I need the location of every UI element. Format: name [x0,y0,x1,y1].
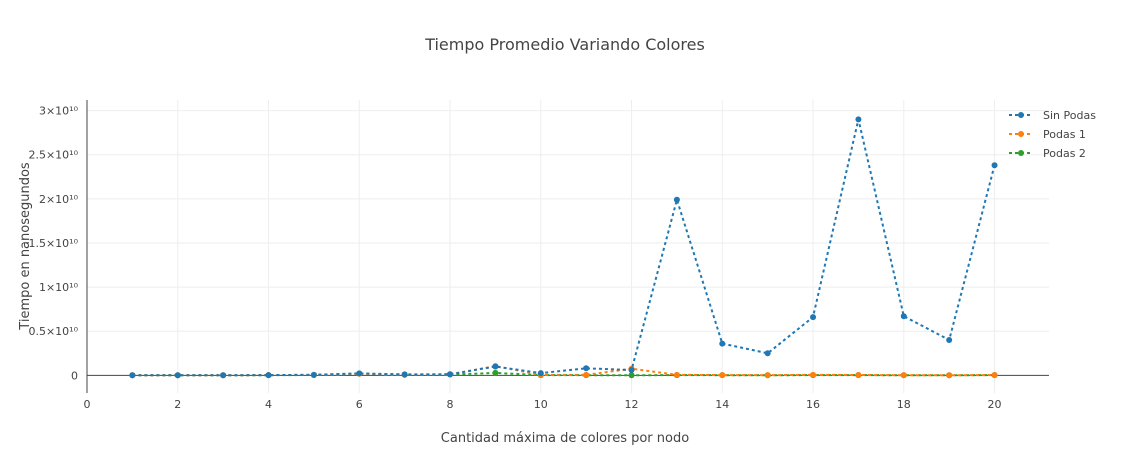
data-point[interactable] [900,313,907,320]
data-point[interactable] [810,371,817,378]
chart-title: Tiempo Promedio Variando Colores [424,35,705,54]
data-point[interactable] [764,350,771,357]
series-sin-podas [129,116,998,379]
data-point[interactable] [447,371,454,378]
legend-marker-icon [1018,131,1024,137]
data-point[interactable] [628,367,635,374]
legend-marker-icon [1018,150,1024,156]
data-point[interactable] [900,372,907,379]
legend-label: Sin Podas [1043,109,1096,122]
data-point[interactable] [537,370,544,377]
data-point[interactable] [310,371,317,378]
legend-item[interactable]: Podas 1 [1009,128,1086,141]
data-point[interactable] [946,372,953,379]
series-line [132,365,995,377]
data-point[interactable] [946,337,953,344]
x-tick-label: 6 [356,398,363,411]
data-point[interactable] [583,371,590,378]
data-point[interactable] [583,365,590,372]
y-tick-label: 0 [71,369,78,382]
y-tick-label: 2.5×10¹⁰ [28,149,78,162]
data-point[interactable] [401,371,408,378]
data-point[interactable] [220,372,227,379]
y-tick-label: 1.5×10¹⁰ [28,237,78,250]
data-point[interactable] [356,370,363,377]
data-point[interactable] [810,314,817,321]
series-layer [129,116,998,379]
data-point[interactable] [673,196,680,203]
data-point[interactable] [991,162,998,169]
legend-item[interactable]: Podas 2 [1009,147,1086,160]
y-axis-title: Tiempo en nanosegundos [18,162,33,331]
data-point[interactable] [174,372,181,379]
data-point[interactable] [855,371,862,378]
x-tick-label: 18 [897,398,911,411]
legend[interactable]: Sin Podas Podas 1 Podas 2 [1009,109,1096,160]
legend-label: Podas 1 [1043,128,1086,141]
series-line [132,119,996,377]
x-tick-label: 4 [265,398,272,411]
y-tick-label: 1×10¹⁰ [39,281,79,294]
legend-item[interactable]: Sin Podas [1009,109,1096,122]
data-point[interactable] [129,372,136,379]
data-point[interactable] [673,371,680,378]
legend-marker-icon [1018,112,1024,118]
x-tick-label: 10 [534,398,548,411]
x-tick-label: 12 [625,398,639,411]
legend-label: Podas 2 [1043,147,1086,160]
data-point[interactable] [265,372,272,379]
data-point[interactable] [492,369,499,376]
x-tick-label: 2 [174,398,181,411]
x-tick-label: 8 [447,398,454,411]
x-tick-label: 16 [806,398,820,411]
grid [87,100,1049,393]
x-tick-label: 0 [84,398,91,411]
data-point[interactable] [719,372,726,379]
data-point[interactable] [764,372,771,379]
y-tick-label: 0.5×10¹⁰ [28,325,78,338]
y-tick-label: 2×10¹⁰ [39,193,79,206]
x-tick-label: 14 [715,398,729,411]
data-point[interactable] [719,340,726,347]
data-point[interactable] [991,371,998,378]
data-point[interactable] [628,372,635,379]
axes: 0 2 4 6 8 10 12 14 16 18 20 0 0.5×10¹⁰ 1×10¹⁰ 1.5×10¹⁰… [28,100,1049,411]
x-tick-label: 20 [988,398,1002,411]
data-point[interactable] [492,363,499,370]
y-tick-label: 3×10¹⁰ [39,105,79,118]
x-axis-title: Cantidad máxima de colores por nodo [441,431,689,446]
data-point[interactable] [855,116,862,123]
